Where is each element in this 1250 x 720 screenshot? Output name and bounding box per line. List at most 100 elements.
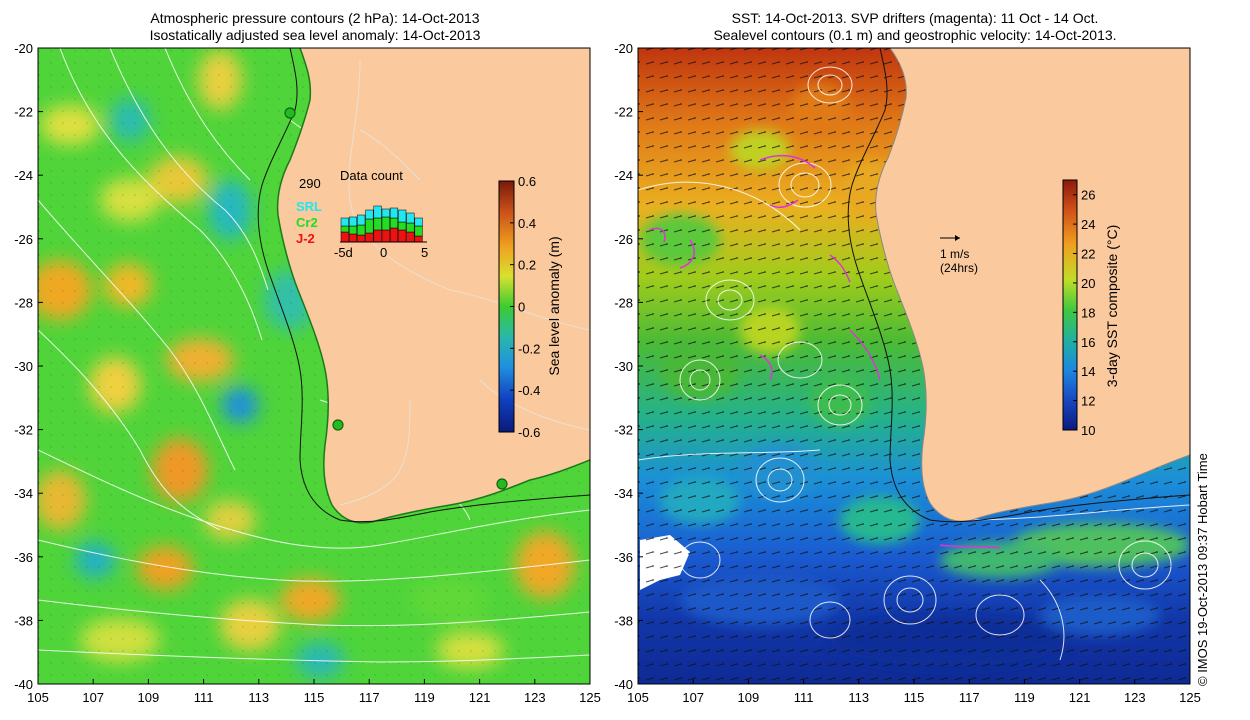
left-map-title: Atmospheric pressure contours (2 hPa): 1… — [40, 10, 590, 44]
lon-tick-label: 111 — [794, 690, 814, 705]
right-coastline — [875, 48, 1190, 522]
scale-speed-label: 1 m/s — [940, 247, 969, 261]
velocity-scale: 1 m/s (24hrs) — [940, 235, 978, 275]
right-map-panel: 1 m/s (24hrs) 26 24 22 20 18 16 14 12 10 3-day S… — [637, 47, 1191, 685]
lat-tick-label: -40 — [614, 677, 633, 692]
lon-tick-label: 105 — [627, 690, 649, 705]
lat-tick-label: -28 — [614, 295, 633, 310]
inset-bar-segment — [389, 227, 399, 243]
lat-tick-label: -24 — [14, 168, 33, 183]
inset-bar-segment — [348, 225, 358, 235]
right-title-line2: Sealevel contours (0.1 m) and geostrophi… — [713, 27, 1117, 43]
inset-bar-segment — [357, 234, 366, 243]
inset-bar-segment — [340, 217, 349, 227]
colorbar-tick-label: 0 — [518, 300, 525, 315]
land-contours — [339, 59, 590, 506]
inset-bar-segment — [381, 208, 390, 218]
lat-tick-label: -40 — [14, 677, 33, 692]
lon-tick-label: 109 — [138, 690, 160, 705]
colorbar-tick-label: -0.2 — [518, 341, 540, 356]
inset-bar-segment — [365, 232, 374, 243]
inset-bar-segment — [389, 217, 399, 229]
right-ocean-field: 1 m/s (24hrs) — [638, 48, 1190, 684]
inset-bar-segment — [348, 233, 358, 243]
left-shelf-line — [257, 48, 590, 523]
lat-tick-label: -32 — [614, 423, 633, 438]
right-latitude-ticks: -20 -22 -24 -26 -28 -30 -32 -34 -36 -38 -40 — [614, 41, 643, 692]
tide-gauge-marker — [284, 107, 296, 119]
right-colorbar: 26 24 22 20 18 16 14 12 10 3-day SST composite (… — [1062, 179, 1120, 438]
lon-tick-label: 125 — [579, 690, 601, 705]
inset-bar-segment — [414, 217, 423, 227]
colorbar-tick-label: 0.6 — [518, 174, 536, 189]
lon-tick-label: 109 — [738, 690, 760, 705]
scale-duration-label: (24hrs) — [940, 261, 978, 275]
inset-bar-segment — [340, 225, 349, 233]
lat-tick-label: -20 — [14, 41, 33, 56]
colorbar-tick-label: 26 — [1081, 188, 1095, 203]
left-latitude-ticks: -20 -22 -24 -26 -28 -30 -32 -34 -36 -38 -40 — [14, 41, 43, 692]
left-coastline — [276, 48, 590, 524]
right-map-title: SST: 14-Oct-2013. SVP drifters (magenta)… — [640, 10, 1190, 44]
lat-tick-label: -30 — [14, 359, 33, 374]
lat-tick-label: -22 — [14, 105, 33, 120]
lon-tick-label: 121 — [469, 690, 491, 705]
lon-tick-label: 123 — [1124, 690, 1146, 705]
inset-tick-zero: 0 — [380, 245, 387, 260]
inset-bar-segment — [414, 225, 423, 237]
inset-bar-segment — [365, 218, 374, 234]
lon-tick-label: 119 — [1014, 690, 1035, 705]
inset-bar-segment — [373, 229, 382, 243]
data-count-inset: 290 Data count SRL Cr2 J-2 -5d 0 5 — [296, 168, 428, 260]
colorbar-tick-label: 24 — [1081, 217, 1095, 232]
inset-bar-segment — [365, 209, 374, 220]
right-shelf-line — [847, 48, 1190, 523]
inset-bar-segment — [389, 207, 399, 219]
inset-bar-segment — [406, 212, 415, 224]
left-colorbar-label: Sea level anomaly (m) — [546, 236, 562, 375]
left-longitude-ticks: 105 107 109 111 113 115 117 119 121 123 125 — [27, 679, 601, 705]
inset-count: 290 — [299, 176, 321, 191]
inset-bar-segment — [406, 222, 415, 233]
right-longitude-ticks: 105 107 109 111 113 115 117 119 121 123 125 — [627, 679, 1201, 705]
lat-tick-label: -34 — [14, 486, 33, 501]
australia-landmass-right — [875, 48, 1190, 522]
inset-bar-segment — [406, 231, 415, 243]
inset-bar-segment — [357, 214, 366, 226]
lon-tick-label: 115 — [304, 690, 325, 705]
lon-tick-label: 113 — [848, 690, 869, 705]
imos-credit: © IMOS 19-Oct-2013 09:37 Hobart Time — [1195, 453, 1210, 686]
lat-tick-label: -22 — [614, 105, 633, 120]
colorbar-tick-label: 0.4 — [518, 216, 536, 231]
right-colorbar-gradient — [1062, 179, 1078, 431]
lat-tick-label: -28 — [14, 295, 33, 310]
lon-tick-label: 115 — [904, 690, 925, 705]
inset-tick-start: -5d — [334, 245, 353, 260]
left-colorbar-ticks: 0.6 0.4 0.2 0 -0.2 -0.4 -0.6 — [510, 174, 540, 440]
colorbar-tick-label: 20 — [1081, 276, 1095, 291]
right-title-line1: SST: 14-Oct-2013. SVP drifters (magenta)… — [731, 10, 1099, 26]
colorbar-tick-label: 16 — [1081, 335, 1095, 350]
lat-tick-label: -38 — [14, 613, 33, 628]
colorbar-tick-label: 12 — [1081, 394, 1095, 409]
colorbar-tick-label: -0.4 — [518, 383, 540, 398]
tide-gauge-marker — [496, 478, 508, 490]
colorbar-tick-label: 22 — [1081, 247, 1095, 262]
lat-tick-label: -32 — [14, 423, 33, 438]
lon-tick-label: 113 — [248, 690, 269, 705]
left-colorbar: 0.6 0.4 0.2 0 -0.2 -0.4 -0.6 Sea level anomaly… — [498, 174, 562, 440]
right-colorbar-label: 3-day SST composite (°C) — [1104, 225, 1120, 388]
lon-tick-label: 121 — [1069, 690, 1091, 705]
lat-tick-label: -20 — [614, 41, 633, 56]
svp-drifter-tracks — [649, 154, 1001, 549]
inset-bar-segment — [398, 209, 407, 223]
left-title-line1: Atmospheric pressure contours (2 hPa): 1… — [150, 10, 480, 26]
inset-series-j2: J-2 — [296, 231, 315, 246]
left-title-line2: Isostatically adjusted sea level anomaly… — [149, 27, 481, 43]
colorbar-tick-label: 0.2 — [518, 258, 536, 273]
colorbar-tick-label: 10 — [1081, 423, 1095, 438]
inset-bar-segment — [381, 229, 390, 243]
inset-series-srl: SRL — [296, 199, 322, 214]
inset-title: Data count — [340, 168, 403, 183]
